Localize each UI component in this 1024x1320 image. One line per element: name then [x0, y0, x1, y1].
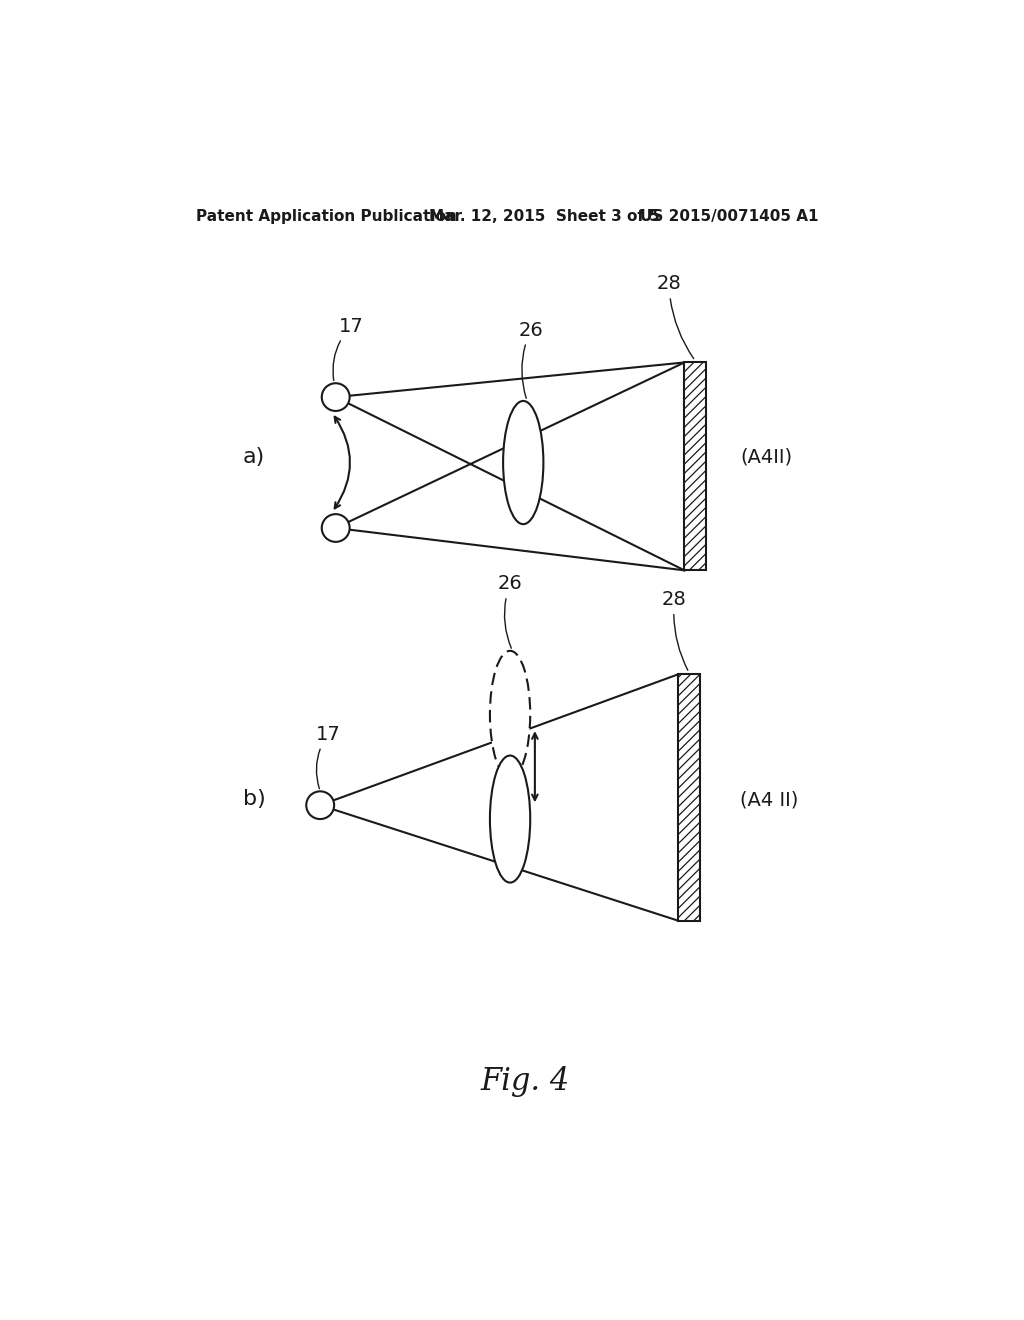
Text: 17: 17: [315, 725, 340, 788]
Text: b): b): [243, 789, 265, 809]
Ellipse shape: [503, 401, 544, 524]
Text: US 2015/0071405 A1: US 2015/0071405 A1: [640, 209, 818, 223]
Circle shape: [322, 383, 349, 411]
Bar: [684, 363, 707, 570]
Text: 28: 28: [656, 275, 693, 359]
Text: (A4 II): (A4 II): [740, 791, 799, 809]
Text: 17: 17: [333, 317, 364, 380]
Circle shape: [306, 792, 334, 818]
Text: Patent Application Publication: Patent Application Publication: [197, 209, 457, 223]
Text: a): a): [243, 446, 265, 466]
Bar: [678, 675, 700, 921]
Text: 26: 26: [518, 321, 544, 399]
Ellipse shape: [489, 651, 530, 777]
Text: 28: 28: [662, 590, 688, 671]
Text: Mar. 12, 2015  Sheet 3 of 5: Mar. 12, 2015 Sheet 3 of 5: [429, 209, 659, 223]
Text: (A4II): (A4II): [740, 447, 793, 466]
Ellipse shape: [489, 755, 530, 883]
Text: 26: 26: [498, 574, 522, 648]
Circle shape: [322, 513, 349, 543]
Text: Fig. 4: Fig. 4: [480, 1067, 569, 1097]
